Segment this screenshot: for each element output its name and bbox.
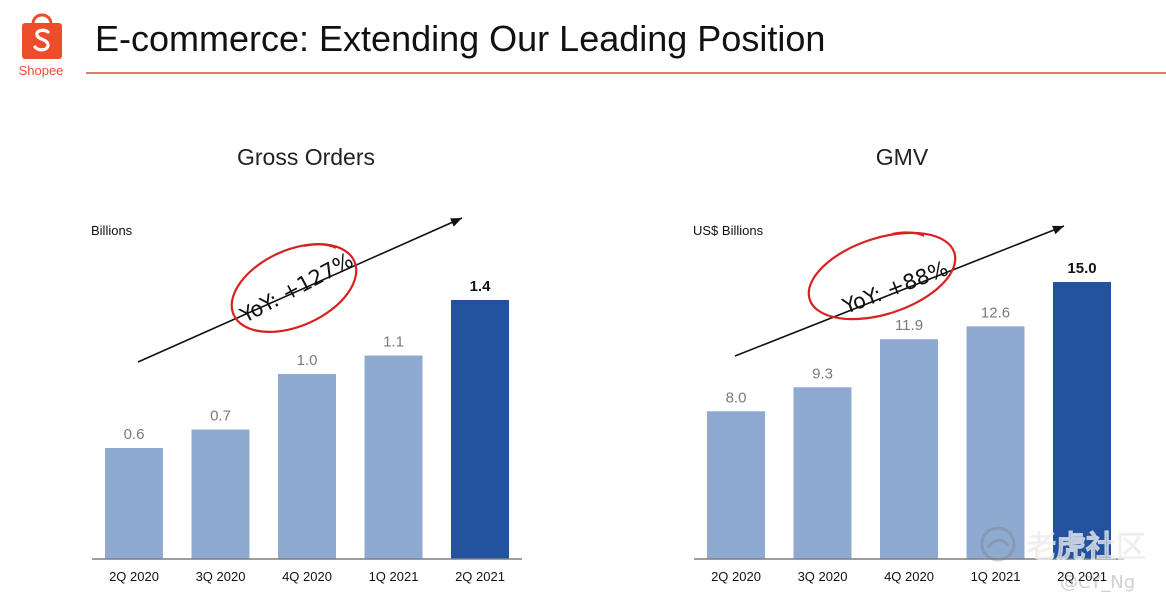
bar-2q-2021	[1053, 282, 1111, 559]
data-label: 11.9	[895, 317, 923, 334]
annotation-circle	[807, 231, 957, 321]
data-label: 0.7	[210, 408, 231, 425]
watermark-user: @CY_Ng	[1060, 572, 1136, 593]
watermark: 老虎社区 @CY_Ng	[976, 522, 1166, 608]
x-tick-label: 2Q 2020	[109, 569, 159, 584]
data-label: 8.0	[726, 389, 747, 406]
data-label: 12.6	[981, 304, 1010, 321]
bar-4q-2020	[880, 339, 938, 559]
annotation-circle-tail	[303, 243, 337, 249]
data-label: 1.1	[383, 334, 404, 351]
bar-2q-2021	[451, 300, 509, 559]
bar-3q-2020	[191, 429, 250, 559]
x-tick-label: 2Q 2021	[1057, 569, 1107, 584]
arrow-head-icon	[450, 218, 462, 227]
tiger-logo-icon	[980, 526, 1016, 562]
yoy-annotation: YoY: +88%	[838, 256, 951, 319]
data-label: 0.6	[124, 426, 145, 443]
chart-gmv: GMV US$ Billions 8.0 2Q 2020 9.3 3Q 2020 11.9 4…	[693, 144, 1124, 584]
x-tick-label: 1Q 2021	[971, 569, 1021, 584]
bar-1q-2021	[966, 326, 1025, 559]
shopee-logo: Shopee	[8, 8, 64, 80]
yoy-annotation: YoY: +127%	[235, 248, 357, 328]
shopping-bag-icon	[22, 13, 62, 59]
x-tick-label: 3Q 2020	[798, 569, 848, 584]
watermark-text: 老虎社区	[1026, 530, 1147, 566]
data-label: 1.4	[470, 278, 492, 295]
data-label: 9.3	[812, 365, 833, 382]
trend-arrow	[734, 225, 1065, 357]
x-tick-label: 2Q 2021	[455, 569, 505, 584]
data-label: 15.0	[1067, 260, 1096, 277]
logo-text: Shopee	[18, 63, 64, 78]
arrow-head-icon	[1052, 225, 1064, 235]
bar-1q-2021	[364, 355, 423, 559]
bar-2q-2020	[707, 411, 765, 559]
bar-4q-2020	[278, 374, 336, 559]
chart-title: GMV	[876, 144, 929, 170]
chart-title: Gross Orders	[237, 144, 375, 170]
x-tick-label: 4Q 2020	[282, 569, 332, 584]
y-axis-label: Billions	[91, 223, 133, 238]
title-divider	[86, 72, 1166, 74]
bar-3q-2020	[793, 387, 852, 559]
data-label: 1.0	[297, 352, 318, 369]
trend-arrow	[137, 217, 463, 363]
x-tick-label: 1Q 2021	[369, 569, 419, 584]
annotation-circle	[230, 243, 358, 333]
y-axis-label: US$ Billions	[693, 223, 764, 238]
x-tick-label: 4Q 2020	[884, 569, 934, 584]
x-tick-label: 3Q 2020	[196, 569, 246, 584]
chart-gross-orders: Gross Orders Billions 0.6 2Q 2020 0.7 3Q 2020…	[91, 144, 522, 584]
annotation-circle-tail	[891, 231, 925, 237]
bar-2q-2020	[105, 448, 163, 559]
x-tick-label: 2Q 2020	[711, 569, 761, 584]
page-title: E-commerce: Extending Our Leading Positi…	[95, 18, 826, 59]
